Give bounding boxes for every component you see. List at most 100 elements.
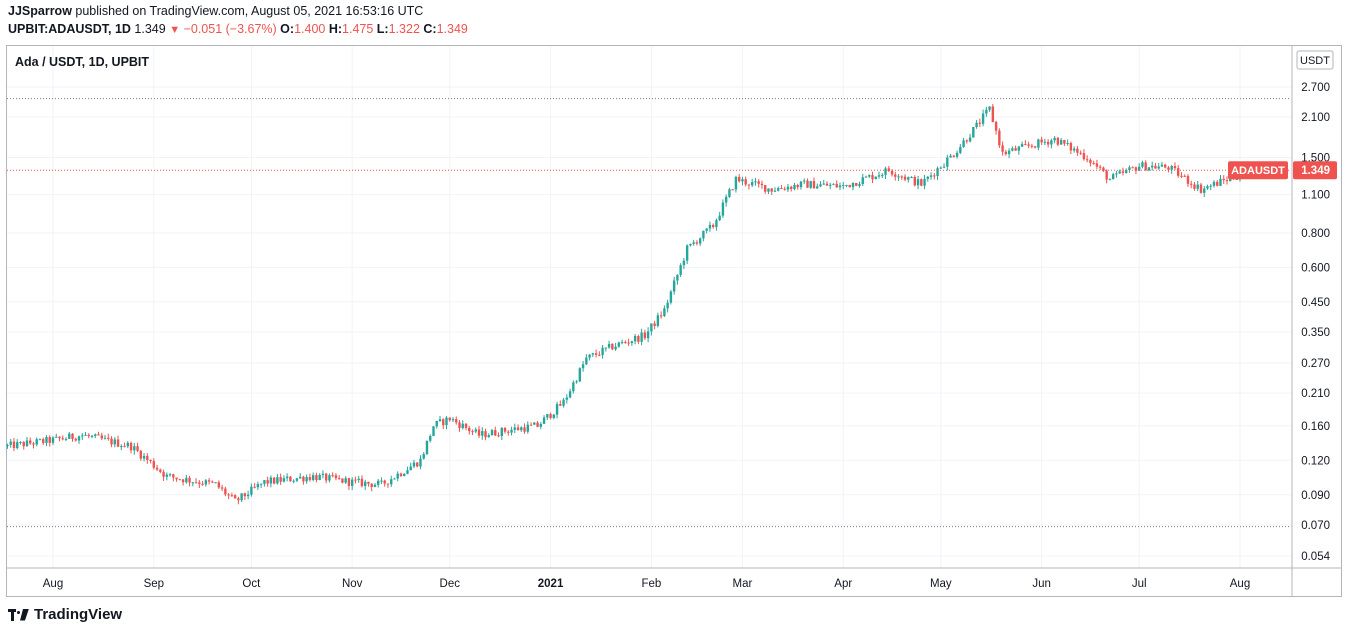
candle[interactable]	[185, 474, 188, 484]
candle[interactable]	[74, 437, 77, 442]
candle[interactable]	[663, 305, 666, 317]
candle[interactable]	[399, 472, 403, 478]
candle[interactable]	[672, 276, 676, 295]
candle[interactable]	[1196, 180, 1199, 192]
candle[interactable]	[207, 478, 211, 485]
candle[interactable]	[168, 473, 172, 477]
candle[interactable]	[1216, 180, 1219, 187]
candle[interactable]	[780, 185, 783, 190]
candle[interactable]	[845, 184, 848, 188]
candle[interactable]	[1108, 178, 1112, 181]
candle[interactable]	[438, 415, 442, 422]
candle[interactable]	[360, 475, 364, 488]
candle[interactable]	[61, 435, 64, 441]
candle[interactable]	[1056, 137, 1060, 147]
candle[interactable]	[81, 433, 84, 440]
candle[interactable]	[107, 433, 110, 441]
candle[interactable]	[350, 477, 354, 491]
candle[interactable]	[471, 429, 474, 436]
candle[interactable]	[500, 427, 503, 441]
candle[interactable]	[230, 492, 234, 497]
candle[interactable]	[985, 106, 988, 117]
candle[interactable]	[289, 476, 292, 482]
candle[interactable]	[217, 480, 221, 489]
candle[interactable]	[536, 421, 539, 428]
candle[interactable]	[913, 175, 916, 187]
candle[interactable]	[272, 477, 276, 485]
candle[interactable]	[1199, 182, 1203, 194]
candle[interactable]	[572, 380, 575, 394]
candle[interactable]	[279, 473, 282, 485]
candle[interactable]	[464, 423, 468, 431]
candle[interactable]	[1079, 150, 1082, 155]
candle[interactable]	[620, 339, 624, 345]
candle[interactable]	[838, 182, 842, 191]
candle[interactable]	[718, 211, 721, 222]
candle[interactable]	[523, 423, 526, 434]
candle[interactable]	[302, 475, 305, 485]
candle[interactable]	[741, 176, 744, 186]
candle[interactable]	[159, 468, 162, 474]
candle[interactable]	[442, 418, 445, 430]
candle[interactable]	[585, 354, 588, 365]
candle[interactable]	[461, 420, 464, 430]
candle[interactable]	[855, 182, 858, 187]
candle[interactable]	[285, 473, 289, 482]
candle[interactable]	[276, 473, 279, 485]
candle[interactable]	[1098, 164, 1102, 171]
candle[interactable]	[923, 174, 926, 190]
candle[interactable]	[1033, 146, 1037, 149]
candle[interactable]	[292, 479, 295, 484]
candle[interactable]	[412, 459, 416, 469]
candle[interactable]	[1007, 148, 1011, 159]
candle[interactable]	[1225, 176, 1229, 185]
candle[interactable]	[377, 478, 380, 488]
candle[interactable]	[133, 442, 136, 455]
candle[interactable]	[1190, 180, 1193, 189]
candle[interactable]	[832, 183, 835, 186]
candle[interactable]	[949, 154, 952, 158]
candle[interactable]	[386, 483, 390, 488]
candle[interactable]	[965, 139, 969, 144]
candle[interactable]	[542, 415, 546, 424]
candle[interactable]	[604, 347, 608, 352]
candle[interactable]	[1030, 143, 1034, 149]
candle[interactable]	[35, 437, 38, 447]
candle[interactable]	[900, 175, 903, 180]
candle[interactable]	[988, 106, 991, 112]
candle[interactable]	[22, 441, 25, 450]
candle[interactable]	[666, 299, 669, 313]
candle[interactable]	[1170, 164, 1173, 174]
candle[interactable]	[689, 243, 692, 247]
candle[interactable]	[1150, 161, 1154, 171]
candle[interactable]	[737, 174, 741, 183]
candle[interactable]	[588, 354, 591, 361]
footer-brand[interactable]: TradingView	[8, 606, 122, 623]
candle[interactable]	[129, 441, 133, 454]
candle[interactable]	[308, 473, 312, 482]
candle[interactable]	[305, 474, 308, 484]
candle[interactable]	[126, 441, 129, 449]
candle[interactable]	[624, 340, 627, 344]
candle[interactable]	[552, 414, 556, 420]
candle[interactable]	[324, 472, 328, 484]
candle[interactable]	[458, 420, 461, 432]
candle[interactable]	[978, 118, 982, 128]
candle[interactable]	[474, 427, 477, 434]
candle[interactable]	[162, 469, 165, 481]
candle[interactable]	[6, 443, 9, 449]
candle[interactable]	[318, 473, 321, 481]
candle[interactable]	[868, 174, 871, 178]
candle[interactable]	[933, 172, 936, 180]
candle[interactable]	[601, 344, 604, 359]
candle[interactable]	[253, 483, 256, 489]
candle[interactable]	[110, 436, 113, 448]
candle[interactable]	[959, 143, 962, 155]
candle[interactable]	[1118, 169, 1121, 174]
candle[interactable]	[90, 434, 94, 439]
candle[interactable]	[546, 413, 549, 420]
candle[interactable]	[298, 473, 302, 480]
candle[interactable]	[468, 425, 471, 435]
candle[interactable]	[9, 438, 12, 448]
